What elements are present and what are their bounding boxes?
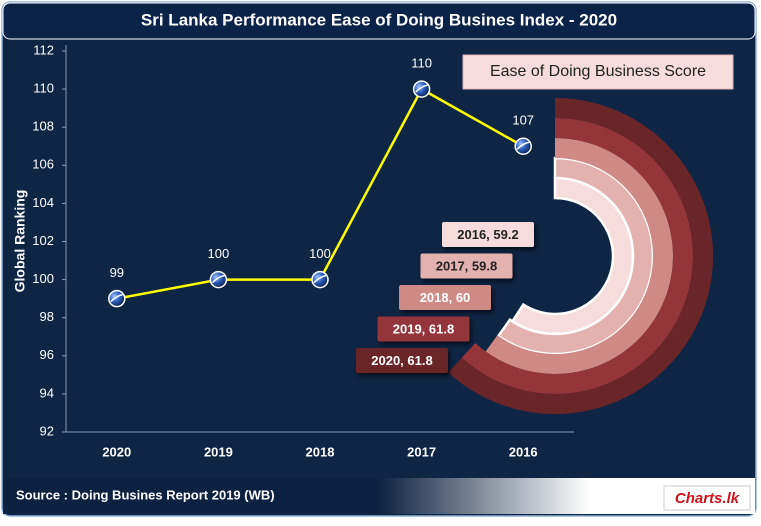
marker bbox=[209, 270, 228, 289]
x-tick-label: 2017 bbox=[407, 444, 436, 459]
y-tick-label: 100 bbox=[32, 271, 54, 286]
radial-bar bbox=[448, 98, 713, 414]
chart-title-box bbox=[462, 54, 734, 90]
x-tick-label: 2018 bbox=[306, 444, 335, 459]
y-tick-label: 102 bbox=[32, 233, 54, 248]
x-tick-label: 2016 bbox=[509, 444, 538, 459]
radial-bar bbox=[485, 138, 673, 375]
y-tick-label: 112 bbox=[33, 42, 54, 57]
marker-highlight bbox=[415, 84, 428, 93]
marker bbox=[412, 80, 431, 98]
y-tick-label: 98 bbox=[40, 309, 54, 324]
footer-bar bbox=[3, 478, 755, 514]
value-label-box bbox=[377, 316, 470, 342]
value-label: 2019, 61.8 bbox=[393, 321, 454, 336]
marker-highlight bbox=[516, 141, 530, 150]
marker-highlight bbox=[110, 293, 123, 303]
data-label: 100 bbox=[309, 246, 331, 261]
x-tick-label: 2019 bbox=[204, 444, 233, 459]
title-bar bbox=[2, 2, 756, 40]
value-label: 2017, 59.8 bbox=[436, 258, 497, 273]
value-label: 2016, 59.2 bbox=[457, 227, 518, 242]
y-tick-label: 106 bbox=[32, 157, 54, 172]
y-tick-label: 92 bbox=[40, 423, 54, 438]
value-label-box bbox=[442, 222, 534, 247]
marker-highlight bbox=[211, 274, 225, 284]
y-tick-label: 96 bbox=[40, 347, 54, 362]
value-label: 2018, 60 bbox=[420, 290, 471, 305]
y-axis-label: Global Ranking bbox=[12, 190, 28, 293]
x-tick-label: 2020 bbox=[102, 444, 131, 459]
radial-bar bbox=[496, 156, 655, 356]
logo: Charts.lk bbox=[675, 490, 740, 507]
data-label: 100 bbox=[208, 246, 230, 261]
logo-box bbox=[663, 485, 751, 511]
y-tick-label: 110 bbox=[33, 81, 54, 96]
marker bbox=[311, 270, 329, 289]
value-label-box bbox=[399, 285, 491, 310]
y-tick-label: 94 bbox=[40, 385, 54, 400]
data-label: 110 bbox=[411, 56, 432, 71]
page-title: Sri Lanka Performance Ease of Doing Busi… bbox=[141, 10, 617, 29]
data-label: 107 bbox=[512, 113, 534, 128]
marker bbox=[514, 137, 532, 155]
y-tick-label: 108 bbox=[32, 119, 54, 134]
value-label-box bbox=[420, 253, 513, 279]
y-tick-label: 104 bbox=[32, 195, 54, 210]
marker bbox=[108, 289, 126, 308]
source: Source : Doing Busines Report 2019 (WB) bbox=[16, 487, 275, 502]
data-label: 99 bbox=[110, 265, 124, 280]
chart-title: Ease of Doing Business Score bbox=[490, 63, 706, 80]
marker-highlight bbox=[313, 274, 327, 284]
value-label: 2020, 61.8 bbox=[371, 353, 432, 368]
value-label-box bbox=[356, 348, 448, 373]
radial-bar bbox=[461, 118, 693, 394]
